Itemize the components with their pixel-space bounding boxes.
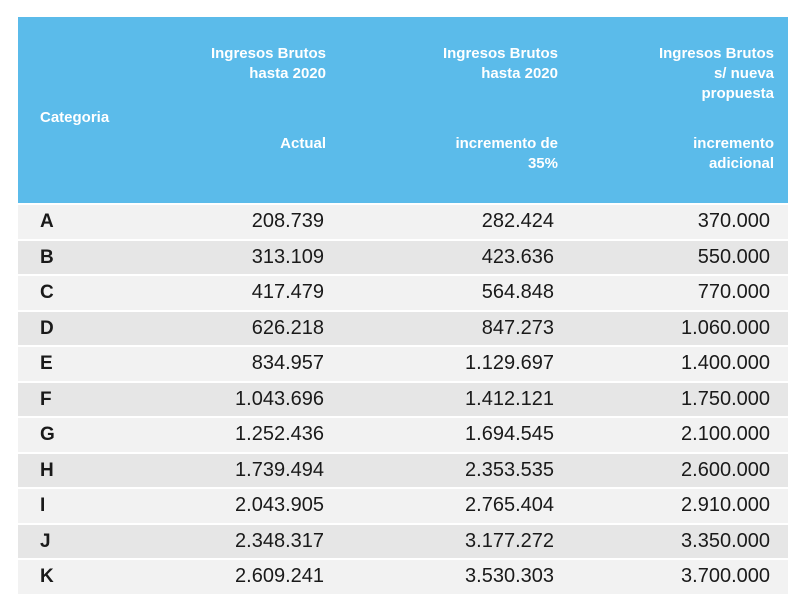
cell-nueva-propuesta: 770.000 — [697, 281, 770, 303]
cell-incremento-35: 564.848 — [481, 281, 554, 303]
cell-incremento-35: 282.424 — [481, 210, 554, 232]
cell-actual: 2.348.317 — [235, 529, 324, 552]
cell-nueva-propuesta: 370.000 — [697, 210, 770, 232]
cell-incremento-35: 2.765.404 — [465, 494, 554, 516]
cell-incremento-35: 847.273 — [481, 316, 554, 339]
header-col2-title: Ingresos Brutos hasta 2020 — [442, 45, 558, 82]
cell-incremento-35: 423.636 — [481, 245, 554, 268]
table-header: Categoria Ingresos Brutos hasta 2020 Act… — [18, 17, 788, 203]
cell-nueva-propuesta: 2.100.000 — [681, 423, 770, 445]
cell-categoria: K — [40, 566, 54, 587]
cell-categoria: C — [40, 282, 54, 303]
income-table: Categoria Ingresos Brutos hasta 2020 Act… — [18, 17, 788, 596]
cell-actual: 1.252.436 — [235, 423, 324, 445]
cell-categoria: D — [40, 317, 54, 339]
header-col1-title: Ingresos Brutos hasta 2020 — [210, 45, 326, 82]
cell-nueva-propuesta: 1.400.000 — [681, 352, 770, 374]
table-row: G 1.252.436 1.694.545 2.100.000 — [18, 418, 788, 452]
cell-nueva-propuesta: 2.600.000 — [681, 458, 770, 481]
cell-incremento-35: 1.694.545 — [465, 423, 554, 445]
cell-actual: 208.739 — [251, 210, 324, 232]
cell-actual: 2.609.241 — [235, 565, 324, 587]
cell-actual: 834.957 — [251, 352, 324, 374]
cell-nueva-propuesta: 3.350.000 — [681, 529, 770, 552]
cell-actual: 626.218 — [251, 316, 324, 339]
cell-categoria: I — [40, 495, 46, 516]
header-col3-subtitle: incremento adicional — [693, 135, 774, 172]
cell-incremento-35: 1.412.121 — [465, 387, 554, 410]
table-row: E 834.957 1.129.697 1.400.000 — [18, 347, 788, 381]
cell-actual: 1.739.494 — [235, 458, 324, 481]
cell-incremento-35: 1.129.697 — [465, 352, 554, 374]
header-col2-subtitle: incremento de 35% — [455, 135, 558, 172]
cell-categoria: J — [40, 530, 51, 552]
cell-categoria: A — [40, 211, 54, 232]
table-row: F 1.043.696 1.412.121 1.750.000 — [18, 382, 788, 416]
cell-nueva-propuesta: 550.000 — [697, 245, 770, 268]
table-row: H 1.739.494 2.353.535 2.600.000 — [18, 453, 788, 487]
table-row: A 208.739 282.424 370.000 — [18, 205, 788, 239]
cell-nueva-propuesta: 3.700.000 — [681, 565, 770, 587]
cell-categoria: F — [40, 388, 52, 410]
table-row: K 2.609.241 3.530.303 3.700.000 — [18, 560, 788, 594]
cell-categoria: H — [40, 459, 54, 481]
header-col3-title: Ingresos Brutos s/ nueva propuesta — [658, 45, 774, 102]
cell-nueva-propuesta: 2.910.000 — [681, 494, 770, 516]
table-row: I 2.043.905 2.765.404 2.910.000 — [18, 489, 788, 523]
table-row: C 417.479 564.848 770.000 — [18, 276, 788, 310]
cell-actual: 417.479 — [251, 281, 324, 303]
cell-actual: 313.109 — [251, 245, 324, 268]
table-row: J 2.348.317 3.177.272 3.350.000 — [18, 524, 788, 558]
cell-incremento-35: 2.353.535 — [465, 458, 554, 481]
table-body: A 208.739 282.424 370.000 B 313.109 423.636 550… — [18, 205, 788, 594]
cell-nueva-propuesta: 1.060.000 — [681, 316, 770, 339]
cell-categoria: E — [40, 353, 53, 374]
cell-nueva-propuesta: 1.750.000 — [681, 387, 770, 410]
table-row: D 626.218 847.273 1.060.000 — [18, 311, 788, 345]
cell-categoria: B — [40, 246, 54, 268]
cell-categoria: G — [40, 424, 55, 445]
cell-incremento-35: 3.177.272 — [465, 529, 554, 552]
cell-actual: 1.043.696 — [235, 387, 324, 410]
header-categoria: Categoria — [40, 109, 110, 126]
cell-incremento-35: 3.530.303 — [465, 565, 554, 587]
header-col1-subtitle: Actual — [280, 135, 326, 152]
cell-actual: 2.043.905 — [235, 494, 324, 516]
table-row: B 313.109 423.636 550.000 — [18, 240, 788, 274]
